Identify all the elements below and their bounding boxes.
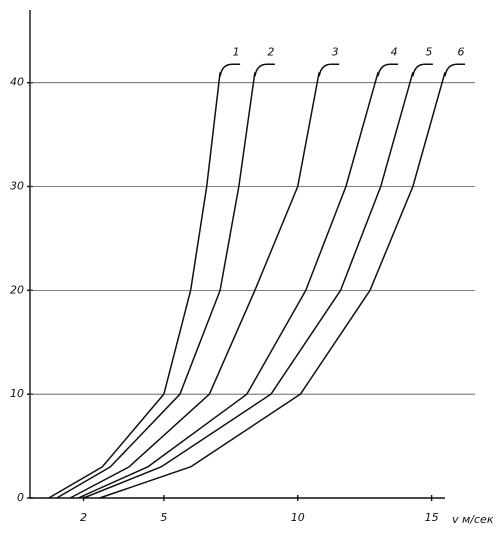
label-leader (219, 63, 241, 77)
legend-label: 2 (267, 45, 274, 58)
x-axis-label: v м/сек (452, 513, 494, 526)
label-leader (254, 63, 275, 77)
legend-label: 1 (233, 45, 240, 58)
legend-label: 5 (425, 45, 432, 58)
label-leader (444, 63, 465, 77)
y-tick-label: 40 (10, 76, 24, 89)
curve (48, 72, 221, 499)
legend-label: 4 (391, 45, 398, 58)
curve (56, 72, 256, 499)
legend-label: 6 (458, 45, 465, 58)
curve (83, 72, 414, 499)
x-tick-label: 15 (425, 511, 439, 524)
y-tick-label: 20 (10, 283, 24, 296)
x-tick-label: 2 (80, 511, 87, 524)
label-leader (318, 63, 340, 77)
x-tick-label: 10 (291, 511, 305, 524)
curve (69, 72, 320, 499)
y-tick-label: 0 (17, 491, 24, 504)
y-tick-label: 30 (10, 180, 24, 193)
label-leader (412, 63, 433, 77)
legend-label: 3 (332, 45, 339, 58)
curve (77, 72, 379, 499)
x-tick-label: 5 (160, 511, 167, 524)
y-tick-label: 10 (10, 387, 24, 400)
curve (99, 72, 446, 499)
label-leader (377, 63, 399, 77)
